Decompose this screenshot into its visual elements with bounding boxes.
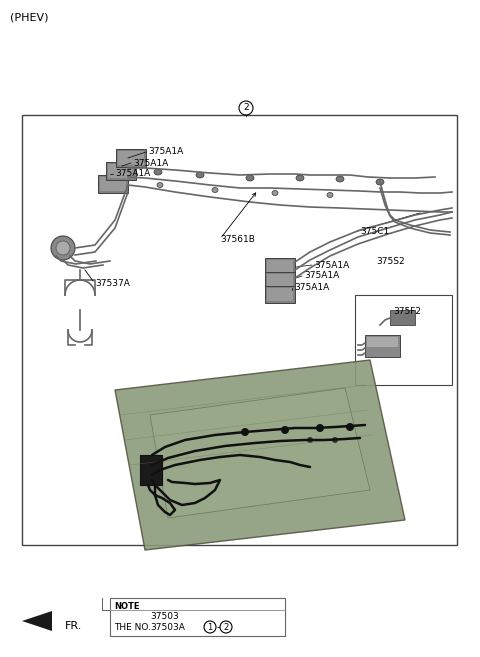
Text: 37503A: 37503A xyxy=(150,623,185,632)
Circle shape xyxy=(307,437,313,443)
Ellipse shape xyxy=(196,172,204,178)
Text: (PHEV): (PHEV) xyxy=(10,12,48,22)
Text: :: : xyxy=(204,622,206,632)
Bar xyxy=(98,175,128,193)
Circle shape xyxy=(346,423,354,431)
Bar xyxy=(355,295,452,385)
Text: 375A1A: 375A1A xyxy=(294,284,329,292)
Circle shape xyxy=(56,241,70,255)
Bar xyxy=(267,260,293,273)
Text: 37537A: 37537A xyxy=(95,279,130,288)
Bar xyxy=(267,288,293,301)
Ellipse shape xyxy=(376,179,384,185)
Text: 375A1A: 375A1A xyxy=(314,260,349,269)
Text: 375S2: 375S2 xyxy=(376,258,405,267)
Bar xyxy=(265,258,295,275)
Text: 375A1A: 375A1A xyxy=(133,158,168,168)
Ellipse shape xyxy=(336,176,344,182)
Bar xyxy=(140,455,162,485)
Bar xyxy=(100,177,126,191)
Ellipse shape xyxy=(272,191,278,196)
Text: 37503: 37503 xyxy=(150,612,179,621)
Bar xyxy=(116,149,146,167)
Circle shape xyxy=(51,236,75,260)
Ellipse shape xyxy=(246,175,254,181)
Bar xyxy=(267,274,293,287)
Circle shape xyxy=(316,424,324,432)
Ellipse shape xyxy=(296,175,304,181)
Text: FR.: FR. xyxy=(65,621,83,631)
Text: THE NO.: THE NO. xyxy=(114,623,151,632)
Text: 375A1A: 375A1A xyxy=(304,271,339,281)
Text: 375A1A: 375A1A xyxy=(115,170,150,179)
Circle shape xyxy=(281,426,289,434)
Circle shape xyxy=(241,428,249,436)
Text: NOTE: NOTE xyxy=(114,602,140,611)
Bar xyxy=(265,286,295,303)
Bar xyxy=(118,151,144,165)
Ellipse shape xyxy=(212,187,218,193)
Text: 375F2: 375F2 xyxy=(393,307,421,317)
Text: 375A1A: 375A1A xyxy=(148,148,183,156)
Polygon shape xyxy=(150,388,370,518)
Bar xyxy=(365,335,400,357)
Circle shape xyxy=(332,437,338,443)
Bar xyxy=(22,115,457,545)
Text: -: - xyxy=(216,622,220,632)
Text: 1: 1 xyxy=(207,622,213,631)
Bar xyxy=(390,310,415,325)
Bar xyxy=(106,162,136,180)
Ellipse shape xyxy=(154,169,162,175)
Bar xyxy=(265,272,295,289)
Ellipse shape xyxy=(327,193,333,198)
Text: 375C1: 375C1 xyxy=(360,227,389,235)
Text: 2: 2 xyxy=(243,104,249,112)
Polygon shape xyxy=(115,360,405,550)
Text: 37561B: 37561B xyxy=(220,235,255,244)
Bar xyxy=(108,164,134,178)
Polygon shape xyxy=(22,611,52,631)
Text: 2: 2 xyxy=(223,622,228,631)
Bar xyxy=(367,337,398,347)
Ellipse shape xyxy=(157,183,163,187)
Bar xyxy=(110,598,285,636)
